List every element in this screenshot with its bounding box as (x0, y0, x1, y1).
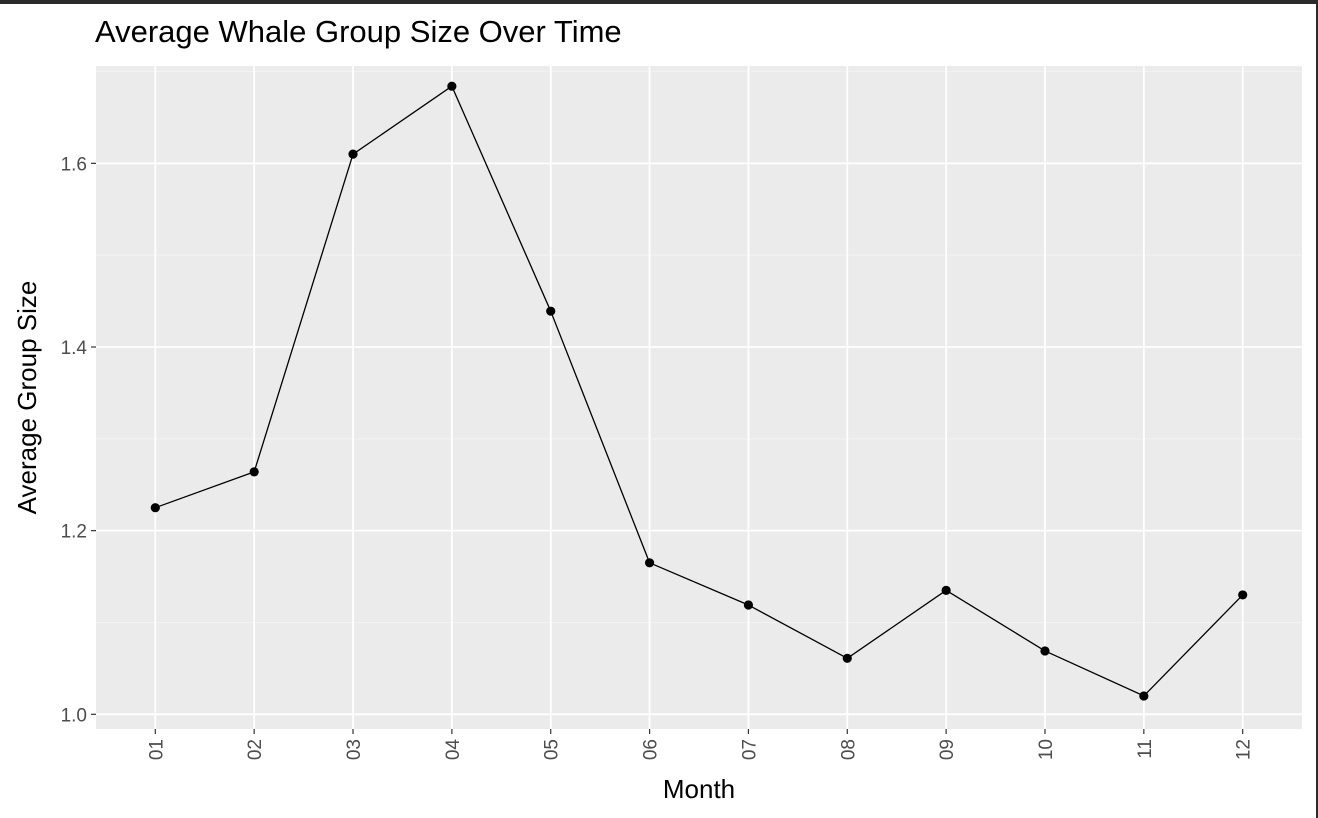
y-tick-label: 1.0 (61, 705, 87, 726)
major-gridlines (96, 66, 1302, 729)
data-point (546, 306, 556, 316)
data-point (348, 149, 358, 159)
x-tick-label: 09 (937, 739, 958, 760)
x-tick-label: 06 (641, 739, 662, 760)
data-point (150, 503, 160, 513)
plot-panel (96, 66, 1302, 729)
data-point (743, 600, 754, 610)
x-tick-label: 11 (1135, 739, 1156, 759)
minor-gridlines (96, 71, 1302, 623)
y-tick-label: 1.2 (61, 522, 87, 543)
y-axis-title: Average Group Size (12, 281, 42, 515)
y-axis: 1.0 1.2 1.4 1.6 (61, 154, 96, 726)
y-tick-label: 1.4 (61, 338, 88, 359)
x-tick-label: 10 (1036, 739, 1057, 760)
series-line (155, 85, 1244, 697)
chart-title: Average Whale Group Size Over Time (95, 14, 622, 49)
series-points (150, 81, 1248, 701)
data-point (644, 558, 655, 568)
x-tick-label: 02 (245, 739, 266, 760)
data-point (447, 81, 457, 91)
data-point (842, 653, 852, 663)
data-point (1040, 646, 1050, 656)
x-tick-label: 07 (739, 739, 760, 760)
x-tick-label: 08 (838, 739, 859, 760)
series-line-group (155, 85, 1244, 697)
x-axis: 01 02 03 04 05 06 07 08 09 10 11 12 (146, 729, 1255, 761)
data-point (941, 585, 951, 595)
data-point (249, 467, 259, 477)
y-tick-label: 1.6 (61, 154, 87, 175)
x-axis-title: Month (663, 774, 735, 804)
x-tick-label: 12 (1234, 739, 1255, 760)
data-point (1238, 590, 1248, 600)
x-tick-label: 04 (443, 739, 464, 761)
window-top-border (0, 0, 1318, 4)
x-tick-label: 03 (344, 739, 365, 760)
window-right-border (1316, 0, 1318, 818)
x-tick-label: 05 (542, 739, 563, 760)
data-point (1139, 691, 1149, 701)
x-tick-label: 01 (146, 739, 167, 760)
